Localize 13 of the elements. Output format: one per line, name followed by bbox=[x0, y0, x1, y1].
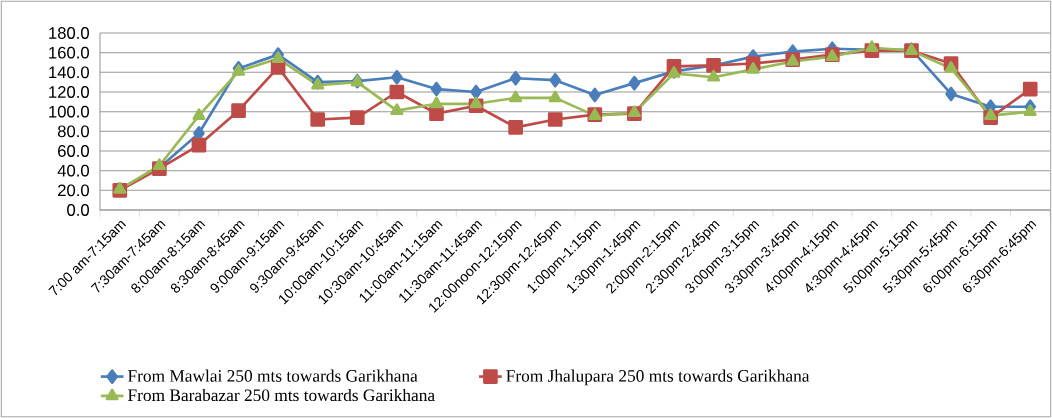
legend-label: From Barabazar 250 mts towards Garikhana bbox=[128, 388, 435, 402]
y-tick-label: 120.0 bbox=[49, 86, 89, 98]
y-tick-label: 40.0 bbox=[57, 164, 89, 177]
y-tick-label: 20.0 bbox=[58, 184, 89, 197]
y-tick-label: 80.0 bbox=[57, 125, 89, 138]
legend-label: From Jhalupara 250 mts towards Garikhana bbox=[506, 369, 810, 386]
legend-label: From Mawlai 250 mts towards Garikhana bbox=[128, 369, 418, 382]
y-tick-label: 60.0 bbox=[58, 145, 89, 157]
y-tick-label: 180.0 bbox=[49, 27, 89, 39]
y-tick-label: 140.0 bbox=[49, 66, 89, 79]
y-tick-label: 0.0 bbox=[67, 204, 89, 216]
y-tick-label: 100.0 bbox=[49, 105, 89, 118]
y-tick-label: 160.0 bbox=[49, 46, 89, 59]
